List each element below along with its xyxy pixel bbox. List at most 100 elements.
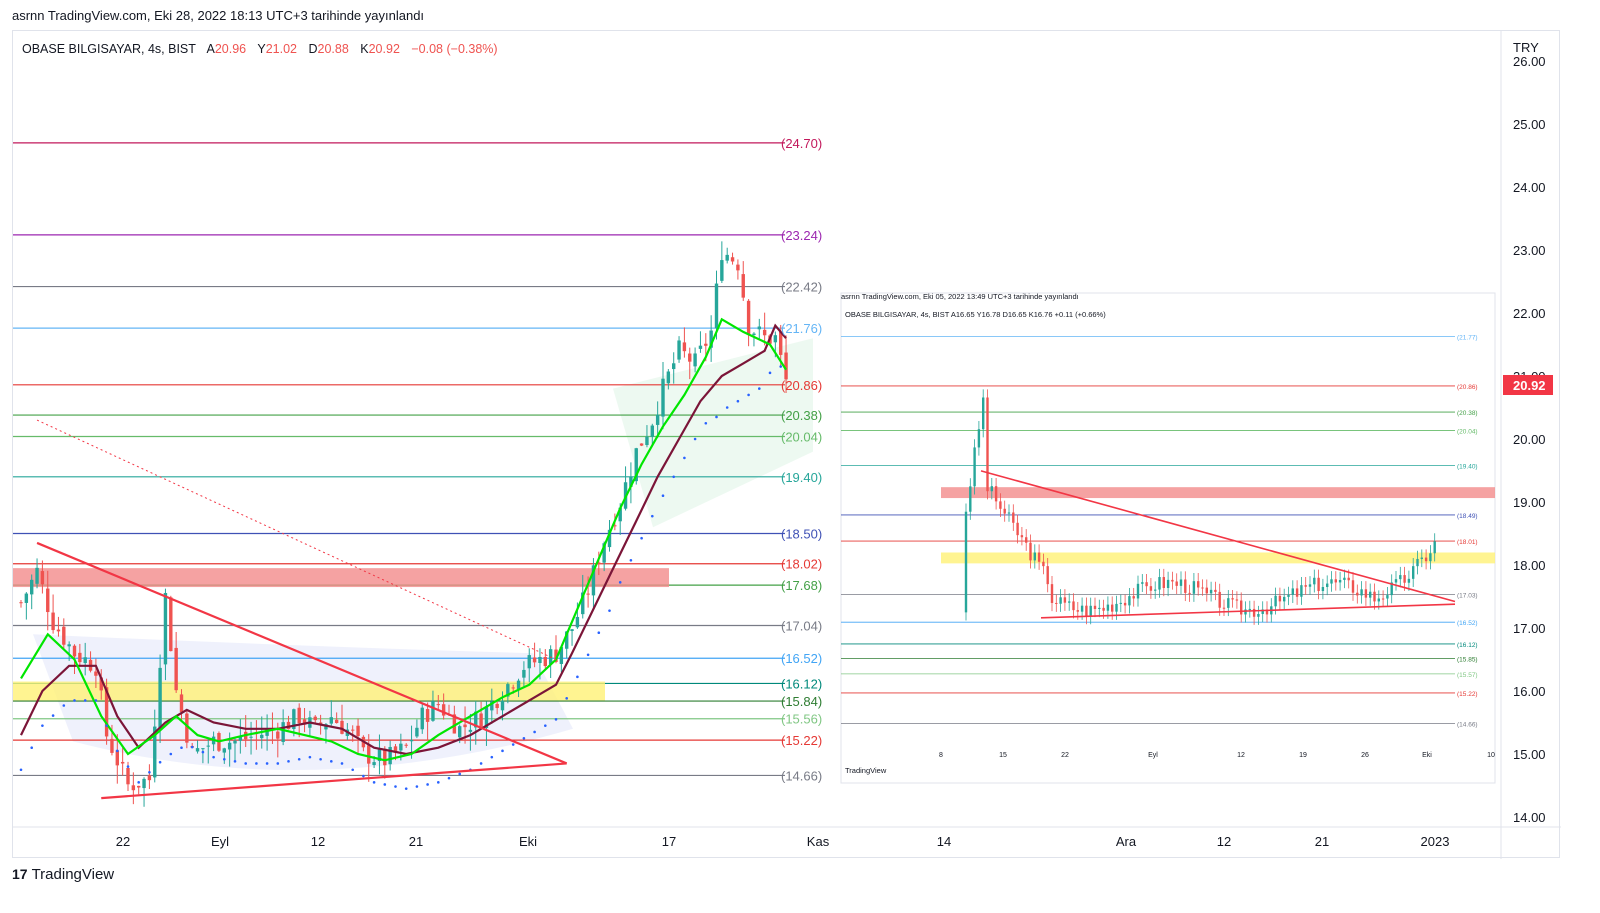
psar-dot [447, 776, 451, 780]
inset-level-label: (15.22) [1457, 691, 1478, 698]
candle-body [67, 644, 71, 647]
candle-body [672, 363, 676, 370]
inset-candle-body [999, 501, 1002, 509]
y-tick-label: 26.00 [1513, 54, 1546, 69]
candle-body [709, 330, 713, 348]
inset-candle-body [973, 447, 976, 487]
inset-candle-body [990, 486, 993, 492]
psar-dot [651, 514, 654, 518]
inset-candle-body [1123, 602, 1127, 606]
last-price-badge [1503, 375, 1553, 395]
candle-body [201, 748, 205, 750]
psar-dot [308, 755, 312, 759]
candle-body [174, 647, 178, 691]
candle-body [714, 283, 719, 329]
inset-candle-body [1132, 596, 1135, 599]
x-tick-label: 12 [311, 834, 325, 849]
inset-header: asrnn TradingView.com, Eki 05, 2022 13:4… [841, 292, 1079, 301]
candle-body [115, 750, 119, 766]
x-tick-label: Eki [519, 834, 537, 849]
low-label: D [308, 42, 317, 56]
candle-body [554, 649, 558, 662]
level-label: (20.38) [781, 408, 822, 423]
psar-dot [618, 581, 622, 584]
candle-body [297, 707, 301, 724]
level-label: (16.12) [781, 676, 822, 691]
y-tick-label: 25.00 [1513, 117, 1546, 132]
inset-level-label: (19.40) [1457, 463, 1478, 470]
candle-body [602, 543, 606, 563]
inset-candle-body [1381, 598, 1385, 600]
close-label: K [360, 42, 369, 56]
candle-body [634, 448, 638, 482]
inset-candle-body [1033, 552, 1036, 561]
candle-body [142, 778, 146, 789]
ascending-trendline [101, 762, 567, 800]
chart-frame[interactable]: asrnn TradingView.com, Eki 05, 2022 13:4… [12, 30, 1561, 859]
candle-body [30, 579, 34, 595]
inset-candle-body [1360, 589, 1363, 596]
inset-candle-body [1394, 579, 1398, 583]
candle-body [126, 767, 130, 785]
candle-body [720, 260, 724, 281]
psar-dot [319, 757, 322, 761]
y-tick-label: 17.00 [1513, 621, 1546, 636]
candle-body [104, 687, 109, 737]
inset-candle-body [1317, 577, 1320, 592]
price-chart[interactable]: asrnn TradingView.com, Eki 05, 2022 13:4… [13, 31, 1561, 859]
inset-candle-body [1407, 578, 1411, 583]
red-resistance-band [13, 568, 669, 588]
candle-body [153, 726, 157, 778]
inset-candle-body [1188, 592, 1191, 594]
candle-body [474, 711, 478, 728]
candle-body [195, 748, 200, 752]
inset-yellow-band [941, 552, 1495, 564]
psar-dot [490, 755, 494, 759]
psar-dot [672, 475, 675, 479]
inset-level-label: (21.77) [1457, 334, 1478, 341]
inset-x-label: 26 [1361, 752, 1369, 759]
candle-body [762, 329, 767, 336]
inset-chart [840, 292, 1496, 784]
level-label: (16.52) [781, 651, 822, 666]
inset-candle-body [1205, 587, 1208, 594]
inset-x-label: Eki [1422, 752, 1432, 759]
inset-candle-body [1162, 577, 1165, 589]
tradingview-logo[interactable]: 17 TradingView [12, 866, 115, 883]
candle-body [329, 717, 333, 724]
last-price-text: 20.92 [1513, 378, 1546, 393]
candle-body [19, 602, 23, 604]
psar-dot [265, 762, 269, 765]
inset-candle-body [1261, 609, 1264, 614]
candle-body [281, 722, 285, 742]
candle-body [286, 721, 291, 730]
inset-logo: TradingView [845, 766, 887, 775]
candle-body [757, 326, 761, 330]
inset-candle-body [1330, 579, 1333, 584]
candle-body [249, 736, 253, 738]
level-label: (22.42) [781, 280, 822, 295]
candle-body [779, 331, 783, 355]
inset-candle-body [1106, 604, 1110, 611]
inset-candle-body [969, 486, 972, 512]
candle-body [147, 775, 152, 781]
psar-dot [533, 730, 536, 734]
inset-symbol: OBASE BILGISAYAR, 4s, BIST A16.65 Y16.78… [845, 310, 1106, 319]
inset-candle-body [1059, 597, 1062, 604]
inset-candle-body [1295, 588, 1299, 597]
svg-text:OBASE BILGISAYAR, 4s, BIST: OBASE BILGISAYAR, 4s, BIST A20.96 Y21.02… [22, 42, 498, 56]
inset-candle-body [1338, 579, 1342, 583]
inset-candle-body [1321, 586, 1325, 592]
symbol-name[interactable]: OBASE BILGISAYAR, 4s, BIST [22, 42, 196, 56]
candle-body [222, 748, 226, 753]
candle-body [490, 701, 494, 711]
inset-candle-body [1119, 602, 1122, 604]
psar-dot [83, 699, 87, 702]
level-label: (14.66) [781, 768, 822, 783]
inset-level-label: (18.01) [1457, 539, 1478, 546]
candle-body [409, 739, 414, 742]
inset-level-label: (20.38) [1457, 410, 1478, 417]
inset-candle-body [1016, 522, 1019, 536]
inset-candle-body [1412, 566, 1415, 579]
y-tick-label: 16.00 [1513, 684, 1546, 699]
